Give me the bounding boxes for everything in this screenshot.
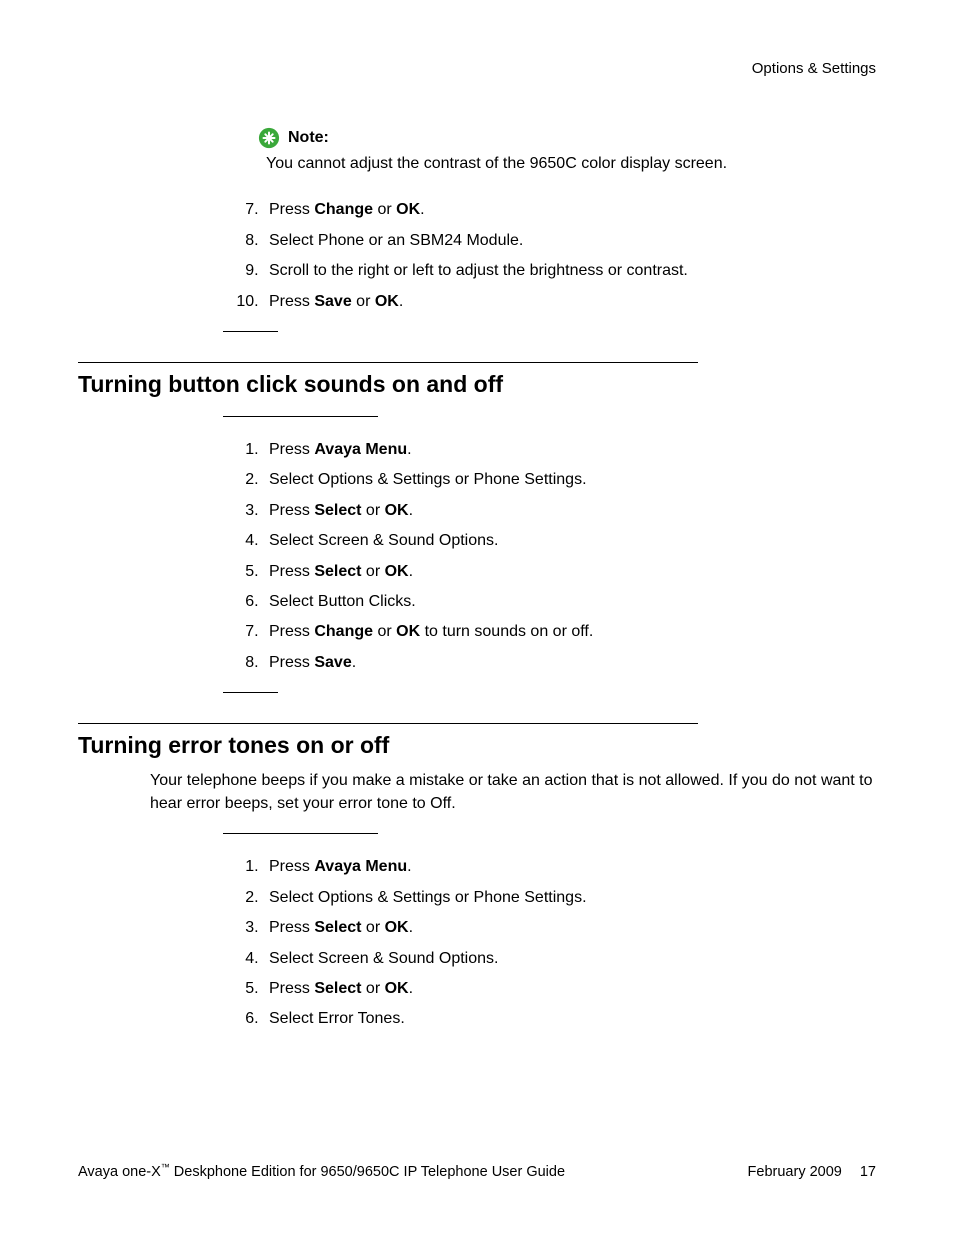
mid-rule-1 [223, 416, 378, 417]
section1-steps: Press Avaya Menu.Select Options & Settin… [223, 435, 876, 678]
section2-steps: Press Avaya Menu.Select Options & Settin… [223, 852, 876, 1034]
footer-product-pre: Avaya one-X [78, 1164, 161, 1180]
footer-date: February 2009 [748, 1164, 842, 1180]
note-block: Note: You cannot adjust the contrast of … [258, 127, 876, 175]
step-item: Press Select or OK. [263, 496, 876, 526]
footer-page: 17 [860, 1164, 876, 1180]
section1-title: Turning button click sounds on and off [78, 371, 876, 398]
footer-tm: ™ [161, 1162, 170, 1172]
step-item: Select Options & Settings or Phone Setti… [263, 465, 876, 495]
step-item: Press Change or OK. [263, 195, 876, 225]
top-steps: Press Change or OK.Select Phone or an SB… [223, 195, 876, 317]
running-head: Options & Settings [78, 60, 876, 77]
page: Options & Settings Note: You cannot adju… [0, 0, 954, 1235]
step-item: Press Save or OK. [263, 287, 876, 317]
note-label: Note: [288, 129, 329, 147]
step-item: Press Select or OK. [263, 974, 876, 1004]
step-item: Press Change or OK to turn sounds on or … [263, 617, 876, 647]
mid-rule-2 [223, 833, 378, 834]
note-icon [258, 127, 280, 149]
footer-left: Avaya one-X™ Deskphone Edition for 9650/… [78, 1162, 565, 1180]
step-item: Press Avaya Menu. [263, 852, 876, 882]
step-item: Select Phone or an SBM24 Module. [263, 226, 876, 256]
note-head: Note: [258, 127, 876, 149]
step-item: Press Avaya Menu. [263, 435, 876, 465]
footer: Avaya one-X™ Deskphone Edition for 9650/… [78, 1162, 876, 1180]
step-item: Scroll to the right or left to adjust th… [263, 256, 876, 286]
short-rule-2 [223, 692, 278, 693]
footer-right: February 2009 17 [748, 1164, 876, 1180]
step-item: Select Screen & Sound Options. [263, 944, 876, 974]
step-item: Select Error Tones. [263, 1004, 876, 1034]
footer-product-post: Deskphone Edition for 9650/9650C IP Tele… [170, 1164, 565, 1180]
note-body: You cannot adjust the contrast of the 96… [266, 153, 876, 175]
step-item: Press Select or OK. [263, 913, 876, 943]
short-rule [223, 331, 278, 332]
section2-title: Turning error tones on or off [78, 732, 876, 759]
step-item: Press Select or OK. [263, 557, 876, 587]
step-item: Select Options & Settings or Phone Setti… [263, 883, 876, 913]
section2-intro: Your telephone beeps if you make a mista… [150, 769, 876, 815]
step-item: Press Save. [263, 648, 876, 678]
section-rule-1 [78, 362, 698, 363]
step-item: Select Button Clicks. [263, 587, 876, 617]
section-rule-2 [78, 723, 698, 724]
step-item: Select Screen & Sound Options. [263, 526, 876, 556]
